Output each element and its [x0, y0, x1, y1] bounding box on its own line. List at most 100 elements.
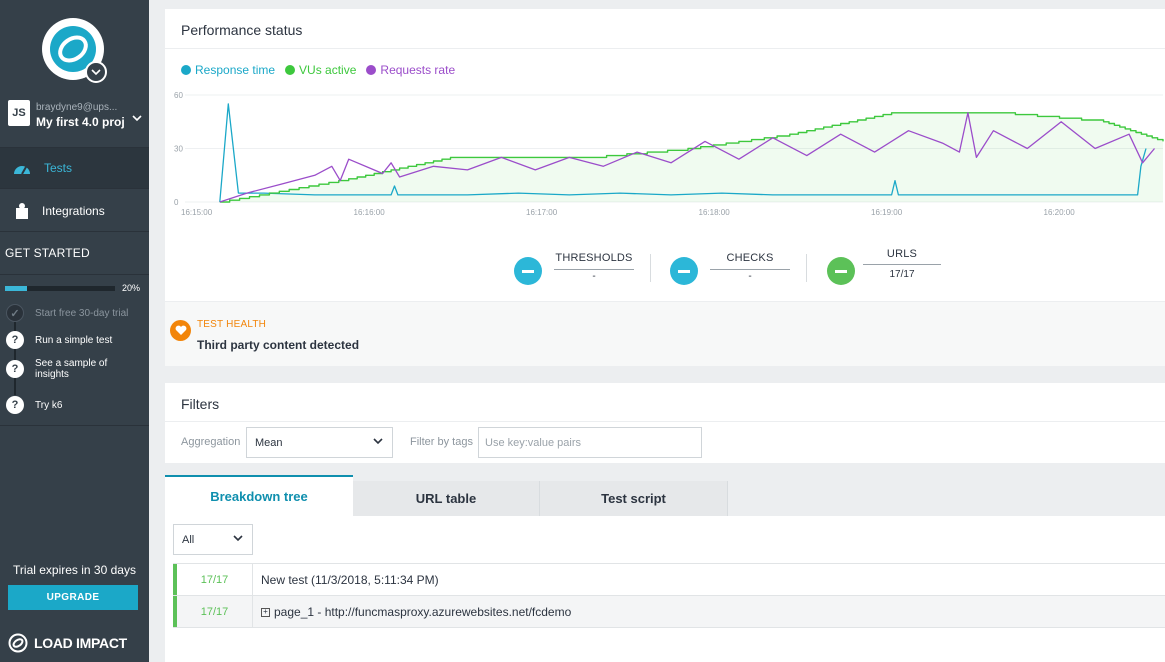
load-impact-mark-icon [8, 633, 28, 653]
x-tick-label: 16:20:00 [1044, 208, 1076, 217]
x-tick-label: 16:15:00 [181, 208, 213, 217]
step-label: Run a simple test [35, 334, 113, 346]
step-label: See a sample of insights [35, 358, 108, 380]
tree-filter-select[interactable]: All [173, 524, 253, 555]
row-name-wrap: + page_1 - http://funcmasproxy.azurewebs… [261, 605, 571, 619]
x-tick-label: 16:16:00 [354, 208, 386, 217]
aggregation-select[interactable]: Mean [246, 427, 393, 458]
sidebar-item-integrations[interactable]: Integrations [0, 190, 149, 232]
trial-notice: Trial expires in 30 days [13, 563, 136, 577]
project-user: braydyne9@ups... [36, 102, 118, 113]
filter-by-tags-input[interactable] [478, 427, 702, 458]
tab-test-script[interactable]: Test script [540, 481, 728, 516]
performance-chart[interactable]: 0 30 60 16:15:00 16:16:00 16:17:00 16:18:00 16:… [165, 85, 1165, 235]
panel-title: Filters [181, 396, 220, 412]
step-try-k6[interactable]: ? Try k6 [6, 396, 62, 414]
step-run-simple-test[interactable]: ? Run a simple test [6, 331, 112, 349]
legend-label: VUs active [299, 63, 357, 77]
step-sample-insights[interactable]: ? See a sample of insights [6, 358, 125, 380]
puzzle-icon [12, 201, 32, 221]
status-stripe [173, 596, 177, 627]
aggregation-value: Mean [255, 437, 283, 449]
test-health-label: TEST HEALTH [197, 319, 267, 330]
minus-icon [670, 257, 698, 285]
y-tick-label: 60 [174, 91, 183, 100]
metric-value: 17/17 [889, 269, 915, 280]
minus-icon [514, 257, 542, 285]
row-name: page_1 - http://funcmasproxy.azurewebsit… [274, 605, 572, 619]
legend-item-vus-active[interactable]: VUs active [285, 63, 356, 77]
project-switcher[interactable]: JS braydyne9@ups... My first 4.0 proj [8, 100, 149, 140]
tree-row[interactable]: 17/17 + page_1 - http://funcmasproxy.azu… [173, 595, 1165, 627]
legend-swatch [366, 65, 377, 75]
series-line-requests-rate [219, 112, 1155, 203]
test-health-banner: TEST HEALTH Third party content detected [165, 301, 1165, 366]
metric-label: THRESHOLDS [555, 252, 633, 264]
tree-row[interactable]: 17/17 New test (11/3/2018, 5:11:34 PM) [173, 563, 1165, 595]
sidebar: JS braydyne9@ups... My first 4.0 proj Te… [0, 0, 149, 662]
filters-panel: Filters Aggregation Mean Filter by tags [165, 383, 1165, 463]
aggregation-label: Aggregation [181, 436, 241, 448]
y-tick-label: 30 [174, 145, 183, 154]
sidebar-item-tests[interactable]: Tests [0, 147, 149, 189]
chart-legend: Response time VUs active Requests rate [181, 63, 465, 77]
legend-label: Response time [195, 63, 276, 77]
question-icon: ? [6, 331, 24, 349]
step-label: Start free 30-day trial [35, 307, 129, 319]
divider [0, 425, 149, 426]
chevron-down-icon [233, 535, 243, 542]
test-health-text: Third party content detected [197, 338, 360, 352]
breakdown-tabs: Breakdown tree URL table Test script [165, 475, 1165, 516]
sidebar-item-label: Tests [44, 161, 73, 175]
check-icon: ✓ [6, 304, 24, 322]
minus-icon [827, 257, 855, 285]
panel-title: Performance status [181, 22, 303, 38]
upgrade-button[interactable]: UPGRADE [8, 585, 138, 610]
tree-filter-value: All [182, 534, 195, 546]
org-menu-chevron-icon[interactable] [85, 61, 107, 83]
expand-plus-icon[interactable]: + [261, 607, 270, 617]
performance-panel: Performance status Response time VUs act… [165, 9, 1165, 366]
series-line-response-time [219, 103, 1147, 203]
divider [165, 48, 1165, 49]
legend-item-response-time[interactable]: Response time [181, 63, 275, 77]
x-tick-label: 16:19:00 [871, 208, 903, 217]
steps-connector [14, 320, 16, 395]
legend-item-requests-rate[interactable]: Requests rate [366, 63, 455, 77]
heart-icon [170, 320, 191, 341]
legend-swatch [285, 65, 296, 75]
chevron-down-icon [373, 438, 383, 445]
divider [173, 627, 1165, 628]
divider [650, 254, 651, 282]
step-label: Try k6 [35, 399, 63, 411]
metric-value: - [592, 271, 596, 282]
question-icon: ? [6, 396, 24, 414]
org-logo[interactable] [42, 18, 104, 80]
project-name: My first 4.0 proj [36, 115, 125, 129]
speedometer-icon [12, 158, 32, 178]
divider [165, 421, 1165, 422]
legend-swatch [181, 65, 191, 75]
get-started-heading: GET STARTED [5, 246, 90, 260]
series-line-vus-active [219, 112, 1164, 203]
metric-value: - [748, 271, 752, 282]
breakdown-tree-panel: All 17/17 New test (11/3/2018, 5:11:34 P… [165, 516, 1165, 662]
divider [806, 254, 807, 282]
progress-fill [5, 286, 27, 291]
y-tick-label: 0 [174, 198, 179, 207]
row-count: 17/17 [177, 564, 253, 595]
divider [0, 274, 149, 275]
row-count: 17/17 [177, 596, 253, 627]
tab-url-table[interactable]: URL table [353, 481, 540, 516]
tab-breakdown-tree[interactable]: Breakdown tree [165, 475, 353, 516]
x-tick-label: 16:17:00 [526, 208, 558, 217]
x-tick-label: 16:18:00 [699, 208, 731, 217]
row-name: New test (11/3/2018, 5:11:34 PM) [261, 573, 439, 587]
js-badge-icon: JS [8, 100, 30, 126]
step-start-trial[interactable]: ✓ Start free 30-day trial [6, 304, 128, 322]
metric-underline [710, 269, 790, 270]
metric-label: URLS [886, 248, 918, 260]
chevron-down-icon [132, 115, 142, 122]
sidebar-item-label: Integrations [42, 203, 105, 218]
progress-percent: 20% [122, 283, 141, 293]
